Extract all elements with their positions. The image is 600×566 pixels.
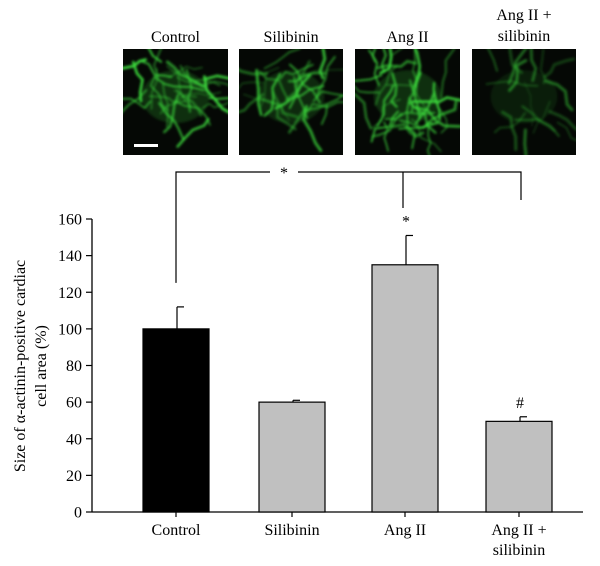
fluorescent-filaments	[355, 49, 460, 155]
fluorescent-filaments	[239, 49, 343, 152]
y-tick-label: 0	[74, 505, 82, 522]
x-tick-label: Ang II +	[491, 522, 546, 539]
micrograph-panel: Control	[123, 29, 228, 155]
x-tick-label: Silibinin	[264, 522, 319, 539]
x-tick-label: silibinin	[493, 542, 545, 559]
y-axis-title: Size of α-actinin-positive cardiac cell a…	[12, 260, 50, 472]
micrograph-label: Ang II	[386, 29, 428, 46]
micrograph-label: silibinin	[498, 28, 550, 45]
y-tick-label: 80	[66, 358, 82, 375]
fluorescent-filaments	[123, 49, 228, 148]
significance-bracket: *	[175, 165, 522, 283]
micrograph-label: Control	[151, 29, 200, 46]
bar	[371, 264, 439, 513]
micrograph-panel: Ang II	[355, 29, 460, 155]
bar	[142, 328, 210, 513]
y-tick-label: 40	[66, 431, 82, 448]
scale-bar	[134, 144, 158, 147]
y-axis-title-line: cell area (%)	[33, 325, 50, 407]
significance-mark: #	[516, 395, 524, 412]
y-tick-label: 120	[58, 285, 82, 302]
y-axis-title-line: Size of α-actinin-positive cardiac	[12, 260, 29, 472]
y-tick-label: 20	[66, 468, 82, 485]
fluorescent-filaments	[485, 49, 576, 155]
significance-mark: *	[280, 165, 288, 182]
x-tick-label: Control	[152, 522, 201, 539]
bar-chart: 0 20 40 60 80 100 120 140 160 Size of α-actinin-p…	[12, 165, 583, 559]
y-tick-label: 100	[58, 321, 82, 338]
y-tick-label: 160	[58, 212, 82, 229]
micrograph-panel: Ang II + silibinin	[472, 7, 576, 155]
micrograph-row: Control Silibinin Ang II Ang II + silibinin	[123, 7, 576, 155]
micrograph-label: Ang II +	[496, 7, 551, 24]
y-tick-label: 140	[58, 248, 82, 265]
x-tick-label: Ang II	[384, 522, 426, 539]
significance-mark: *	[402, 213, 410, 230]
bar	[258, 401, 326, 513]
y-tick-label: 60	[66, 395, 82, 412]
bar	[485, 420, 553, 513]
micrograph-panel: Silibinin	[239, 29, 343, 155]
micrograph-label: Silibinin	[263, 29, 318, 46]
